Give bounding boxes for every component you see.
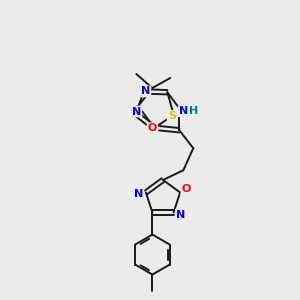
Text: N: N [176,210,185,220]
Text: N: N [141,86,150,96]
Text: O: O [182,184,191,194]
Text: O: O [148,123,157,133]
Text: N: N [179,106,188,116]
Text: N: N [132,106,141,116]
Text: S: S [168,111,176,121]
Text: H: H [189,106,198,116]
Text: N: N [134,189,143,200]
